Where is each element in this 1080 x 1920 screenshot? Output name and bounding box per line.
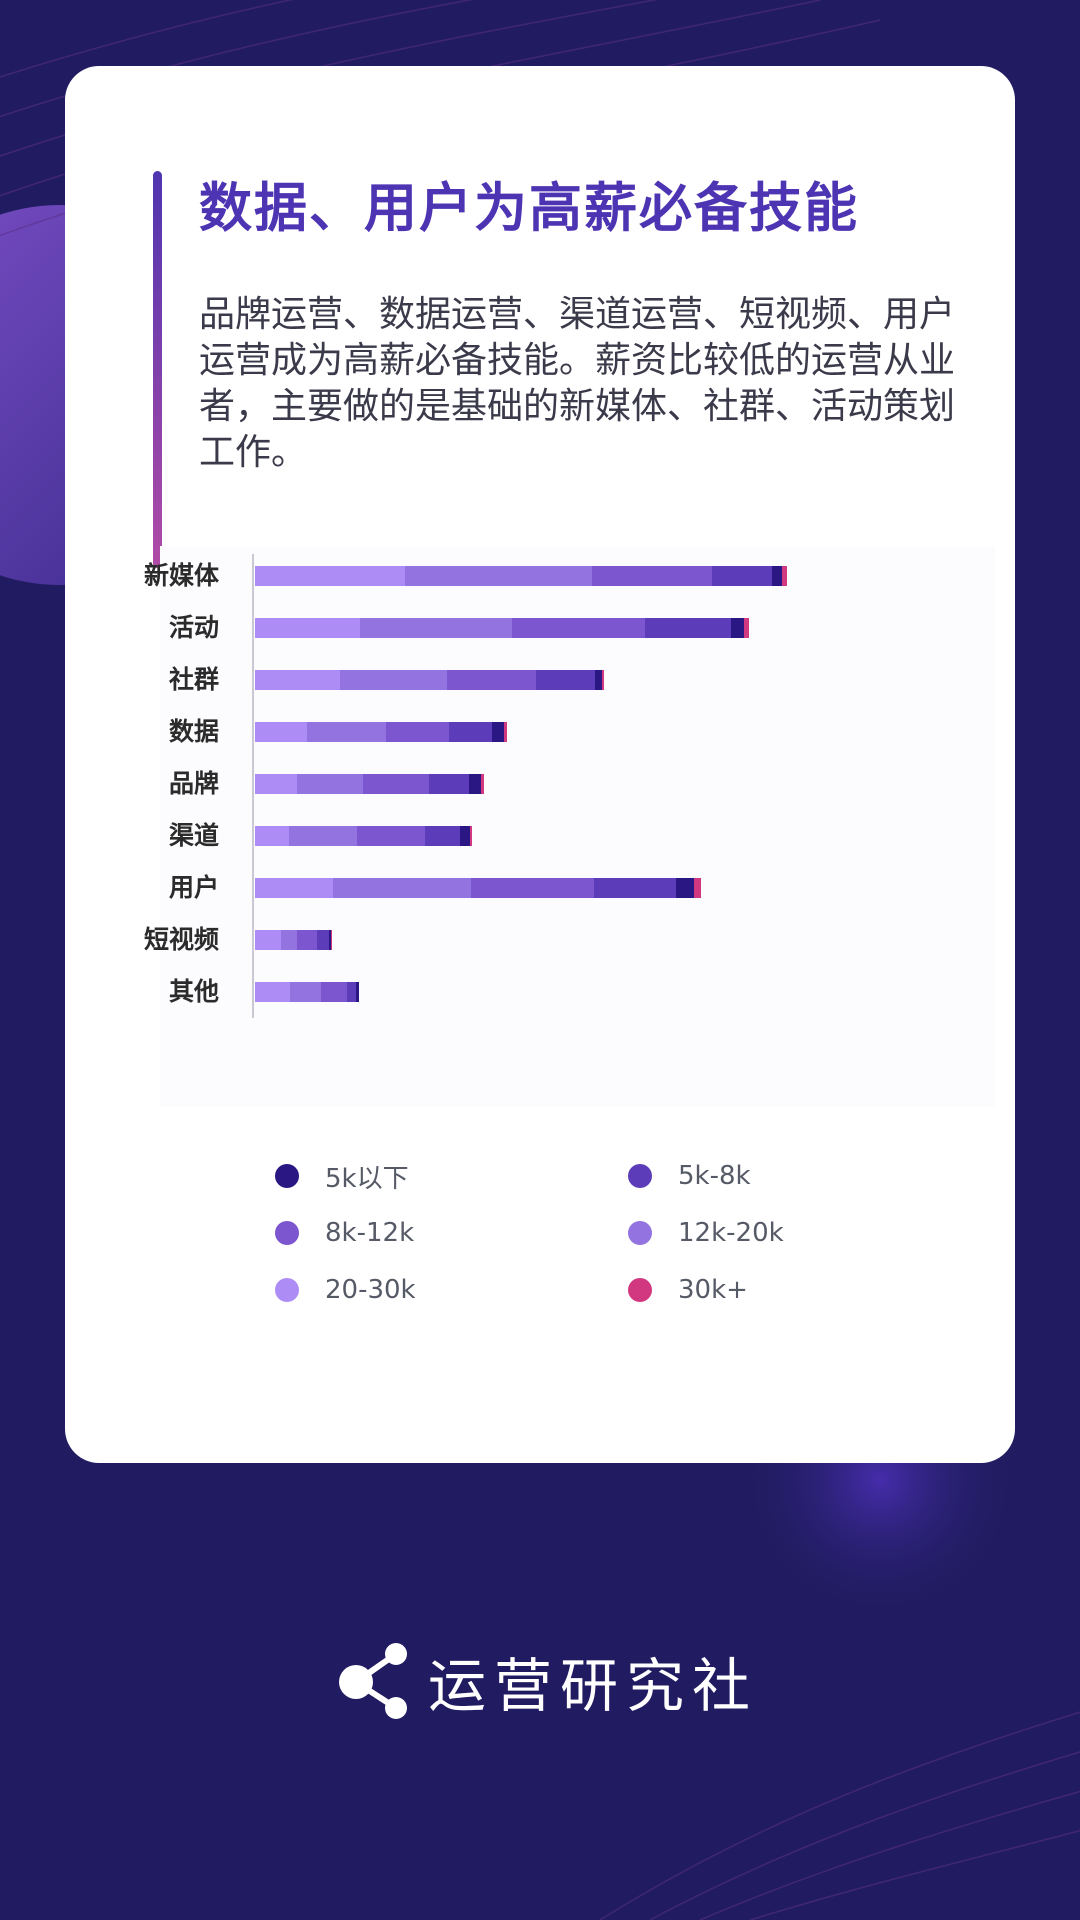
bar-segment bbox=[595, 670, 602, 690]
legend-item: 5k以下 bbox=[275, 1156, 409, 1196]
brand-footer: 运营研究社 bbox=[336, 1636, 758, 1726]
legend-swatch bbox=[628, 1278, 652, 1302]
bar-segment bbox=[317, 930, 329, 950]
bar-segment bbox=[592, 566, 712, 586]
page-title: 数据、用户为高薪必备技能 bbox=[199, 178, 859, 239]
bar-segment bbox=[331, 930, 332, 950]
bar-segment bbox=[772, 566, 782, 586]
category-label: 新媒体 bbox=[144, 561, 220, 590]
bar-segment bbox=[290, 982, 321, 1002]
bar-segment bbox=[255, 930, 281, 950]
bar-segment bbox=[297, 774, 363, 794]
bar-segment bbox=[447, 670, 536, 690]
bar-segment bbox=[329, 930, 331, 950]
bar-segment bbox=[602, 670, 604, 690]
bar-segment bbox=[782, 566, 787, 586]
bar-segment bbox=[255, 566, 405, 586]
bar-segment bbox=[449, 722, 492, 742]
bar-segment bbox=[744, 618, 749, 638]
bar-segment bbox=[255, 670, 340, 690]
bar-segment bbox=[386, 722, 449, 742]
legend-label: 8k-12k bbox=[325, 1218, 415, 1248]
legend-label: 5k以下 bbox=[325, 1163, 409, 1194]
bar-segment bbox=[471, 878, 594, 898]
bar-segment bbox=[676, 878, 694, 898]
content-card: 数据、用户为高薪必备技能 品牌运营、数据运营、渠道运营、短视频、用户运营成为高薪… bbox=[65, 66, 1015, 1463]
bar-segment bbox=[255, 878, 333, 898]
bar-segment bbox=[481, 774, 484, 794]
bar-segment bbox=[321, 982, 347, 1002]
share-icon bbox=[339, 1643, 407, 1719]
category-label: 渠道 bbox=[169, 821, 219, 850]
category-label: 用户 bbox=[169, 873, 219, 902]
bar-segment bbox=[429, 774, 469, 794]
bar-segment bbox=[405, 566, 592, 586]
category-label: 社群 bbox=[169, 665, 219, 694]
bar-segment bbox=[460, 826, 470, 846]
category-label: 其他 bbox=[169, 977, 219, 1006]
bar-segment bbox=[281, 930, 297, 950]
description-text: 品牌运营、数据运营、渠道运营、短视频、用户运营成为高薪必备技能。薪资比较低的运营… bbox=[199, 294, 956, 473]
bar-segment bbox=[255, 826, 289, 846]
brand-name: 运营研究社 bbox=[428, 1652, 759, 1720]
bar-segment bbox=[289, 826, 357, 846]
bar-segment bbox=[645, 618, 731, 638]
legend-swatch bbox=[628, 1164, 652, 1188]
category-label: 短视频 bbox=[144, 925, 219, 954]
bar-segment bbox=[255, 722, 307, 742]
bar-segment bbox=[469, 774, 481, 794]
category-label: 数据 bbox=[169, 717, 219, 746]
bar-segment bbox=[694, 878, 701, 898]
bar-segment bbox=[512, 618, 645, 638]
legend-label: 5k-8k bbox=[678, 1161, 751, 1191]
legend-label: 30k+ bbox=[678, 1275, 748, 1305]
bar-segment bbox=[594, 878, 676, 898]
legend-item: 12k-20k bbox=[628, 1213, 784, 1253]
bar-segment bbox=[504, 722, 507, 742]
category-label: 活动 bbox=[169, 613, 219, 642]
bar-segment bbox=[347, 982, 356, 1002]
legend-swatch bbox=[628, 1221, 652, 1245]
bar-segment bbox=[712, 566, 772, 586]
bar-segment bbox=[297, 930, 317, 950]
bar-segment bbox=[425, 826, 460, 846]
bar-segment bbox=[492, 722, 504, 742]
bar-segment bbox=[356, 982, 359, 1002]
legend-swatch bbox=[275, 1164, 299, 1188]
bar-segment bbox=[255, 982, 290, 1002]
category-label: 品牌 bbox=[169, 769, 219, 798]
chart-legend: 5k以下 5k-8k 8k-12k 12k-20k 20-30k 30k+ bbox=[275, 1156, 915, 1356]
bar-segment bbox=[255, 618, 360, 638]
bar-segment bbox=[470, 826, 472, 846]
legend-swatch bbox=[275, 1278, 299, 1302]
bar-segment bbox=[536, 670, 595, 690]
legend-item: 20-30k bbox=[275, 1270, 416, 1310]
bar-segment bbox=[255, 774, 297, 794]
legend-label: 12k-20k bbox=[678, 1218, 784, 1248]
bar-segment bbox=[357, 826, 425, 846]
bar-segment bbox=[360, 618, 512, 638]
legend-swatch bbox=[275, 1221, 299, 1245]
title-accent-bar bbox=[153, 171, 162, 568]
legend-label: 20-30k bbox=[325, 1275, 416, 1305]
bar-segment bbox=[363, 774, 429, 794]
bar-segment bbox=[307, 722, 386, 742]
bar-segment bbox=[731, 618, 744, 638]
legend-item: 8k-12k bbox=[275, 1213, 414, 1253]
legend-item: 30k+ bbox=[628, 1270, 748, 1310]
bar-segment bbox=[333, 878, 471, 898]
bar-segment bbox=[340, 670, 447, 690]
legend-item: 5k-8k bbox=[628, 1156, 751, 1196]
